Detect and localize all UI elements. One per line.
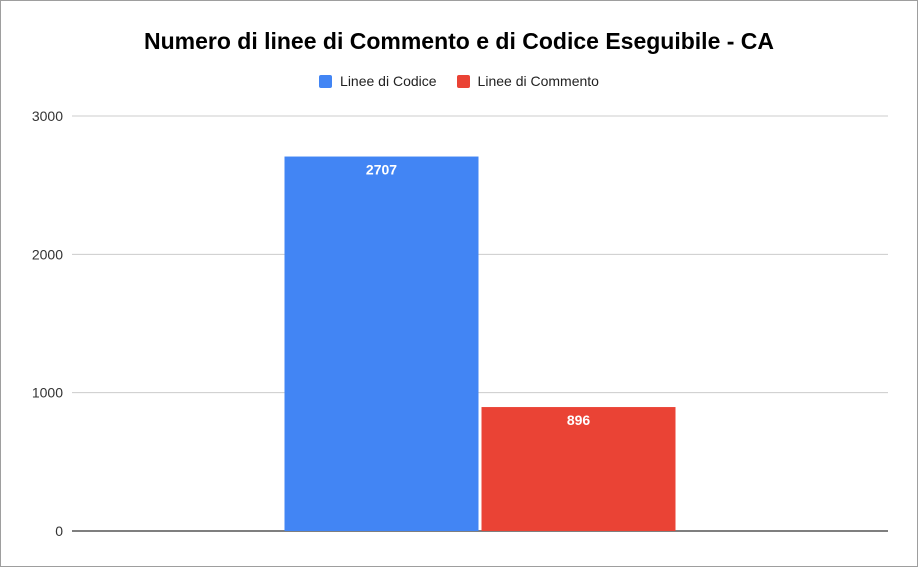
legend-swatch-codice: [319, 74, 333, 88]
bar-linee-di-codice: [284, 156, 479, 531]
legend-item-commento: Linee di Commento: [456, 73, 599, 89]
y-tick-label: 1000: [32, 385, 63, 401]
y-tick-label: 0: [55, 523, 63, 539]
y-tick-label: 3000: [32, 108, 63, 124]
legend-label-commento: Linee di Commento: [477, 73, 599, 89]
y-tick-label: 2000: [32, 246, 63, 262]
chart-legend: Linee di Codice Linee di Commento: [0, 73, 918, 89]
legend-label-codice: Linee di Codice: [340, 73, 437, 89]
chart-title: Numero di linee di Commento e di Codice …: [143, 28, 775, 54]
bar-linee-di-commento: [481, 407, 676, 531]
data-label-linee-di-codice: 2707: [366, 162, 397, 178]
data-label-linee-di-commento: 896: [567, 412, 591, 428]
legend-swatch-commento: [456, 74, 470, 88]
legend-item-codice: Linee di Codice: [319, 73, 437, 89]
